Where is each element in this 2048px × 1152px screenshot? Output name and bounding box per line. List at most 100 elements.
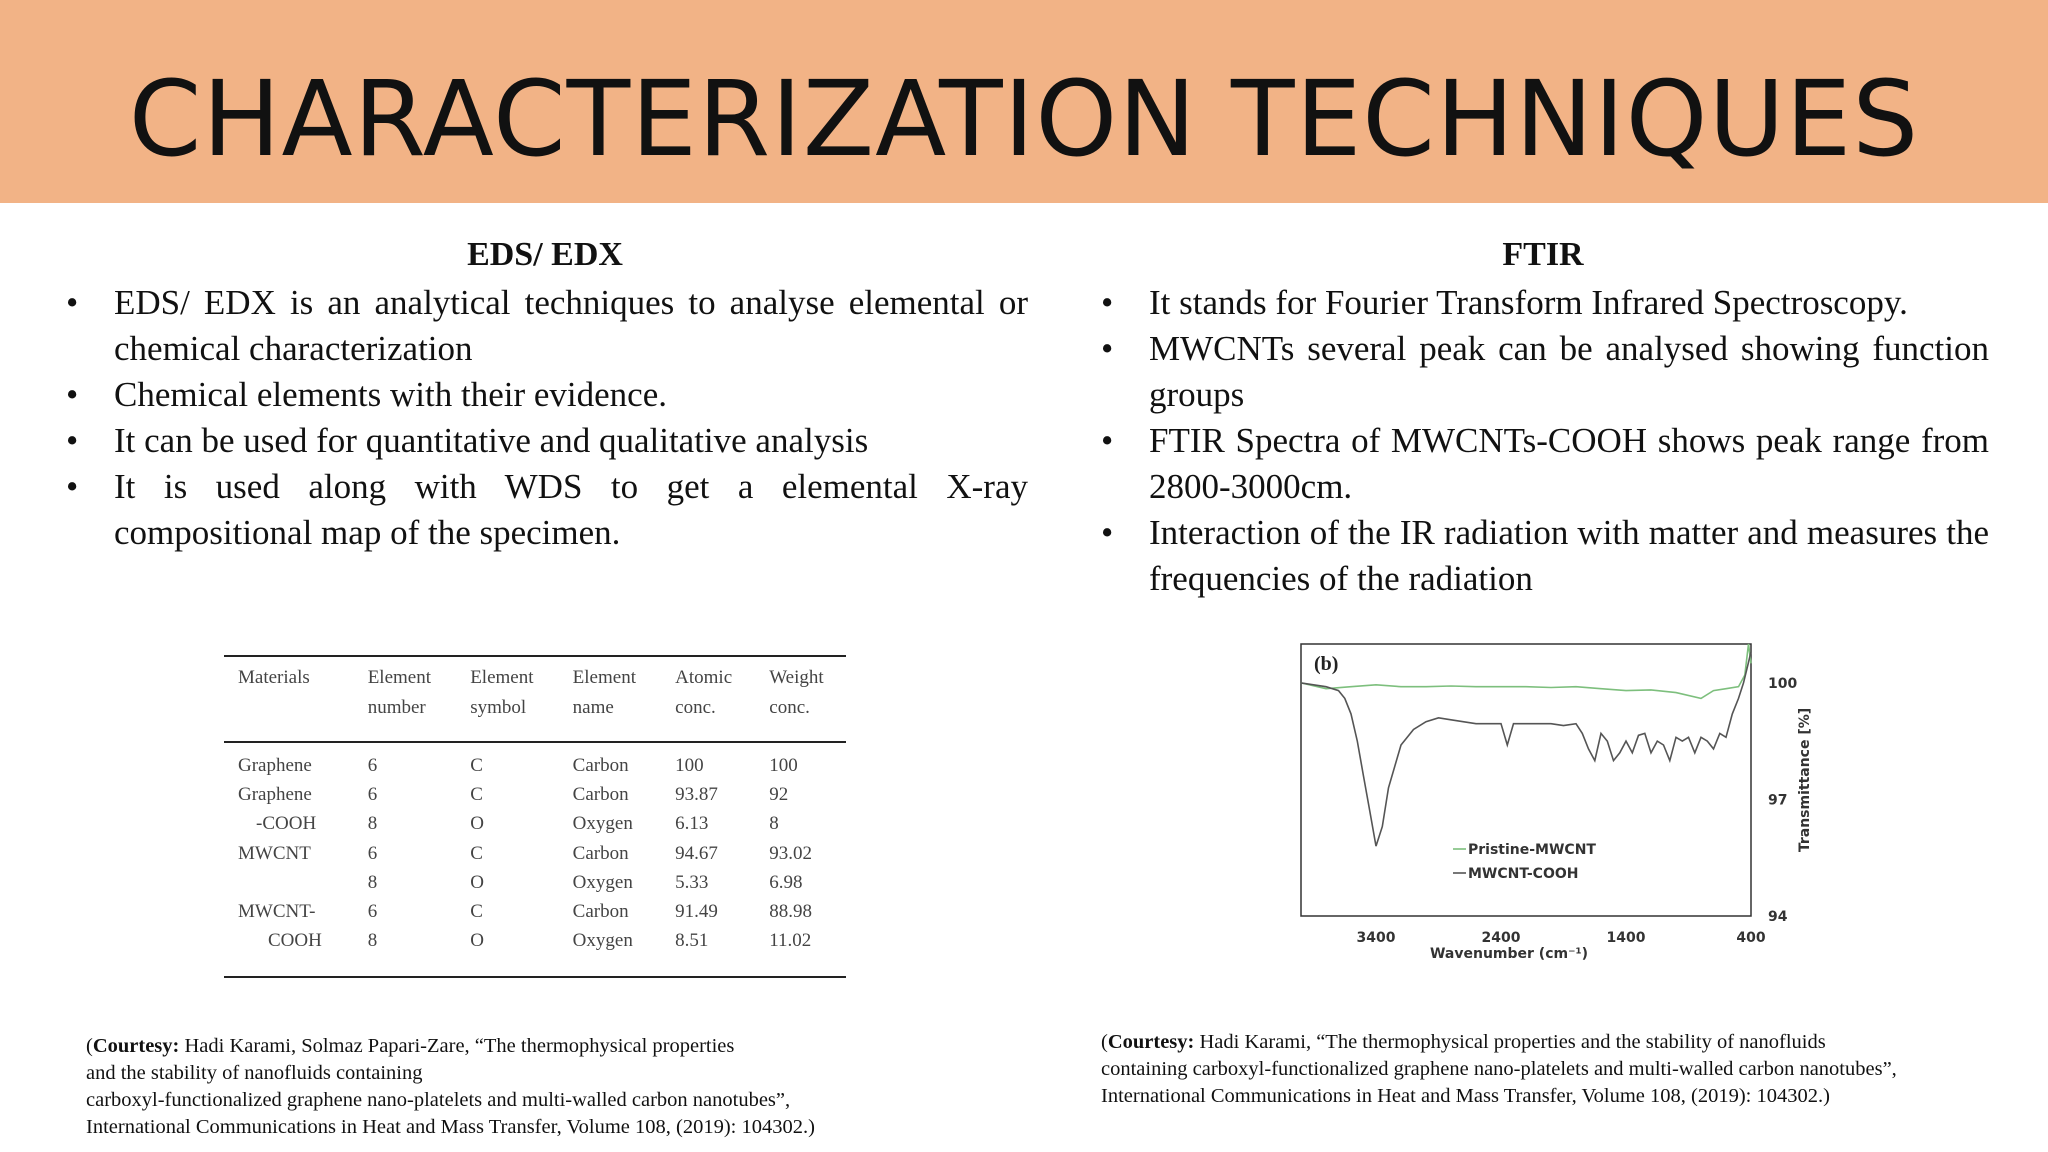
citation-line: and the stability of nanofluids containi… [86, 1062, 423, 1084]
table-row: COOH 8 O Oxygen 8.51 11.02 [224, 926, 846, 955]
table-cell: 6.13 [675, 813, 709, 835]
table-cell: 8.51 [675, 930, 709, 952]
panel-label: (b) [1314, 653, 1338, 675]
table-top-rule [224, 655, 846, 657]
eds-composition-table: Materials Element number Element symbol El… [224, 655, 846, 978]
eds-bullet-list: • EDS/ EDX is an analytical techniques to… [62, 280, 1028, 556]
table-row: 8 O Oxygen 5.33 6.98 [224, 868, 846, 897]
table-cell: 88.98 [769, 901, 813, 923]
table-cell [224, 868, 354, 897]
table-cell: Oxygen [572, 813, 633, 835]
table-cell: 91.49 [675, 901, 718, 923]
table-row: MWCNT 6 C Carbon 94.67 93.02 [224, 839, 846, 868]
column-header: Weight conc. [769, 667, 824, 718]
eds-section: EDS/ EDX • EDS/ EDX is an analytical tech… [62, 232, 1028, 556]
bullet-icon: • [1101, 329, 1114, 368]
list-item: • MWCNTs several peak can be analysed sho… [1097, 326, 1989, 418]
table-cell: 8 [769, 813, 779, 835]
bullet-icon: • [1101, 513, 1114, 552]
bullet-icon: • [66, 283, 79, 322]
bullet-icon: • [66, 375, 79, 414]
table-cell: MWCNT [238, 842, 311, 864]
legend-label: Pristine-MWCNT [1468, 842, 1596, 858]
bullet-icon: • [66, 467, 79, 506]
bullet-icon: • [1101, 283, 1114, 322]
table-cell: 6 [367, 755, 378, 776]
bullet-text: Chemical elements with their evidence. [114, 375, 667, 414]
table-header-row: Materials Element number Element symbol El… [224, 655, 846, 735]
table-cell: 8 [367, 813, 378, 835]
table-cell: Carbon [572, 842, 629, 864]
table-cell: Carbon [572, 901, 629, 923]
table-cell: O [470, 930, 484, 952]
list-item: • Chemical elements with their evidence. [62, 372, 1028, 418]
table-cell: Graphene [238, 784, 312, 806]
table-cell: Carbon [572, 784, 629, 806]
column-header: Element name [572, 667, 636, 718]
table-cell: 8 [367, 871, 378, 893]
list-item: • It can be used for quantitative and qua… [62, 418, 1028, 464]
table-cell: 11.02 [769, 930, 812, 952]
citation-line: Hadi Karami, “The thermophysical propert… [1194, 1031, 1826, 1053]
table-cell: Graphene [238, 755, 312, 776]
table-cell: 6 [367, 901, 378, 923]
eds-heading: EDS/ EDX [467, 236, 623, 273]
table-cell: COOH [268, 930, 322, 952]
table-header-rule [224, 741, 846, 743]
slide-title: CHARACTERIZATION TECHNIQUES [128, 58, 1920, 180]
citation-line: International Communications in Heat and… [1101, 1085, 1830, 1107]
table-cell: 6.98 [769, 871, 803, 893]
list-item: • FTIR Spectra of MWCNTs-COOH shows peak … [1097, 418, 1989, 510]
plot-frame [1300, 643, 1752, 917]
table-cell: MWCNT- [238, 901, 316, 923]
table-bottom-rule [224, 976, 846, 978]
table-cell: 8 [367, 930, 378, 952]
table-cell: 100 [769, 755, 798, 776]
title-banner: CHARACTERIZATION TECHNIQUES [0, 0, 2048, 203]
ftir-section: FTIR • It stands for Fourier Transform In… [1097, 232, 1989, 602]
table-row: MWCNT- 6 C Carbon 91.49 88.98 [224, 897, 846, 926]
table-cell: 93.02 [769, 842, 813, 864]
table-row: Graphene 6 C Carbon 93.87 92 [224, 780, 846, 809]
table-cell: 6 [367, 842, 378, 864]
table-row: -COOH 8 O Oxygen 6.13 8 [224, 809, 846, 838]
ftir-heading: FTIR [1502, 236, 1584, 273]
y-tick-label: 100 [1768, 676, 1797, 692]
bullet-text: MWCNTs several peak can be analysed show… [1149, 329, 1989, 414]
table-cell: O [470, 813, 484, 835]
ftir-bullet-list: • It stands for Fourier Transform Infrare… [1097, 280, 1989, 602]
list-item: • It is used along with WDS to get a elem… [62, 464, 1028, 556]
bullet-text: It can be used for quantitative and qual… [114, 421, 869, 460]
column-header: Element symbol [470, 667, 534, 718]
list-item: • Interaction of the IR radiation with ma… [1097, 510, 1989, 602]
legend: Pristine-MWCNT MWCNT-COOH [1453, 842, 1596, 882]
column-header: Element number [367, 667, 432, 718]
table-cell: 94.67 [675, 842, 718, 864]
table-cell: Carbon [572, 755, 629, 776]
x-tick-label: 2400 [1482, 930, 1521, 946]
y-tick-labels: 100 97 94 [1768, 676, 1797, 925]
list-item: • EDS/ EDX is an analytical techniques to… [62, 280, 1028, 372]
table-cell: C [470, 784, 483, 806]
table-cell: 92 [769, 784, 789, 806]
bullet-icon: • [66, 421, 79, 460]
table-cell: 100 [675, 755, 704, 776]
table-cell: 5.33 [675, 871, 709, 893]
x-tick-labels: 3400 2400 1400 400 [1357, 930, 1766, 946]
table-cell: -COOH [256, 813, 317, 835]
bullet-text: Interaction of the IR radiation with mat… [1149, 513, 1989, 598]
y-tick-label: 94 [1768, 909, 1788, 925]
y-axis-label: Transmittance [%] [1797, 708, 1813, 852]
table-cell: 93.87 [675, 784, 718, 806]
bullet-text: It stands for Fourier Transform Infrared… [1149, 283, 1908, 322]
y-tick-label: 97 [1768, 792, 1787, 808]
table-row: Graphene 6 C Carbon 100 100 [224, 735, 846, 780]
table-cell: Oxygen [572, 930, 633, 952]
table-cell: C [470, 755, 483, 776]
bullet-icon: • [1101, 421, 1114, 460]
courtesy-label: Courtesy: [1107, 1031, 1195, 1053]
series-layer [1300, 643, 1752, 847]
citation-line: containing carboxyl-functionalized graph… [1101, 1058, 1897, 1080]
table-cell: C [470, 901, 483, 923]
series-line-mwcnt-cooh [1300, 651, 1752, 847]
